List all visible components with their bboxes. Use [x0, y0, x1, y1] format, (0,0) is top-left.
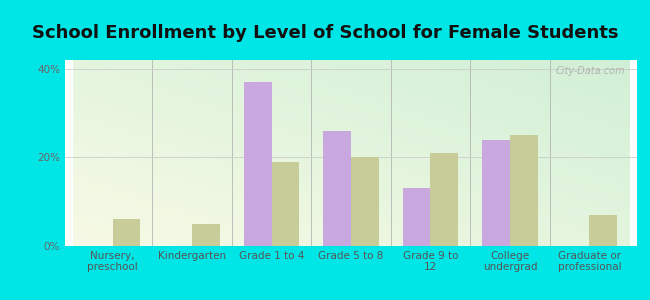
Bar	[351, 158, 379, 246]
Bar	[510, 135, 538, 246]
Bar	[590, 215, 617, 246]
Text: City-Data.com: City-Data.com	[556, 66, 625, 76]
Bar	[244, 82, 272, 246]
Bar	[112, 219, 140, 246]
Bar	[402, 188, 430, 246]
Bar	[323, 131, 351, 246]
Bar	[482, 140, 510, 246]
Bar	[430, 153, 458, 246]
Text: School Enrollment by Level of School for Female Students: School Enrollment by Level of School for…	[32, 24, 618, 42]
Bar	[192, 224, 220, 246]
Bar	[272, 162, 300, 246]
